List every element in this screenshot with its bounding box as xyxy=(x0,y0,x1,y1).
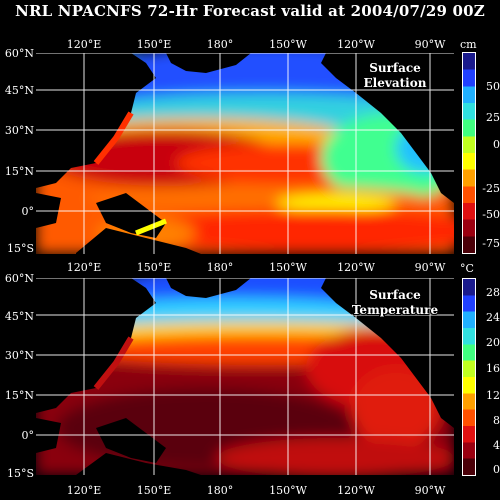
panel-title-elevation: Surface Elevation xyxy=(345,61,445,91)
temperature-tick-16: 16 xyxy=(486,362,500,375)
lon-label-120w-c: 120°W xyxy=(337,484,375,497)
lon-label-120e-b: 120°E xyxy=(66,261,102,274)
lat-label-15s: 15°S xyxy=(6,242,34,255)
lat-label-45n: 45°N xyxy=(4,84,34,97)
elevation-tick-neg75: -75 xyxy=(482,237,500,250)
lat-label-60n: 60°N xyxy=(4,47,34,60)
lon-label-150w-c: 150°W xyxy=(269,484,307,497)
lat-label-45n-b: 45°N xyxy=(4,310,34,323)
lon-label-150w-b: 150°W xyxy=(269,261,307,274)
temperature-tick-12: 12 xyxy=(486,389,500,402)
temperature-unit: °C xyxy=(460,262,474,275)
lon-label-90w: 90°W xyxy=(414,38,446,51)
lat-label-30n-b: 30°N xyxy=(4,349,34,362)
temperature-tick-24: 24 xyxy=(486,311,500,324)
figure-title: NRL NPACNFS 72-Hr Forecast valid at 2004… xyxy=(15,2,485,20)
elevation-title-line1: Surface xyxy=(369,61,421,75)
elevation-title-line2: Elevation xyxy=(363,76,427,90)
lon-label-150w: 150°W xyxy=(269,38,307,51)
elevation-tick-0: 0 xyxy=(493,138,500,151)
temperature-title-line1: Surface xyxy=(369,288,421,302)
temperature-title-line2: Temperature xyxy=(351,303,439,317)
lat-label-30n: 30°N xyxy=(4,124,34,137)
lon-label-180: 180° xyxy=(206,38,234,51)
panel-title-temperature: Surface Temperature xyxy=(345,288,445,318)
lat-label-15n: 15°N xyxy=(4,165,34,178)
elevation-tick-25: 25 xyxy=(486,111,500,124)
lat-label-15s-b: 15°S xyxy=(6,467,34,480)
lon-label-150e: 150°E xyxy=(136,38,172,51)
temperature-tick-0: 0 xyxy=(493,463,500,476)
elevation-unit: cm xyxy=(460,38,477,51)
temperature-tick-8: 8 xyxy=(493,414,500,427)
lat-label-0: 0° xyxy=(21,205,35,218)
lon-label-120w-b: 120°W xyxy=(337,261,375,274)
lon-label-180-c: 180° xyxy=(206,484,234,497)
lon-label-120e: 120°E xyxy=(66,38,102,51)
lon-label-150e-b: 150°E xyxy=(136,261,172,274)
elevation-tick-neg50: -50 xyxy=(482,208,500,221)
lon-label-150e-c: 150°E xyxy=(136,484,172,497)
lon-label-120e-c: 120°E xyxy=(66,484,102,497)
elevation-tick-50: 50 xyxy=(486,80,500,93)
temperature-tick-4: 4 xyxy=(493,439,500,452)
temperature-tick-28: 28 xyxy=(486,286,500,299)
lon-label-180-b: 180° xyxy=(206,261,234,274)
elevation-tick-neg25: -25 xyxy=(482,182,500,195)
lat-label-60n-b: 60°N xyxy=(4,272,34,285)
lon-label-90w-b: 90°W xyxy=(414,261,446,274)
lon-label-120w: 120°W xyxy=(337,38,375,51)
lon-label-90w-c: 90°W xyxy=(414,484,446,497)
temperature-colorbar xyxy=(462,278,476,476)
lat-label-15n-b: 15°N xyxy=(4,389,34,402)
elevation-colorbar xyxy=(462,52,476,254)
temperature-tick-20: 20 xyxy=(486,336,500,349)
surface-temperature-map xyxy=(36,278,454,475)
surface-elevation-map xyxy=(36,53,454,254)
lat-label-0-b: 0° xyxy=(21,429,35,442)
